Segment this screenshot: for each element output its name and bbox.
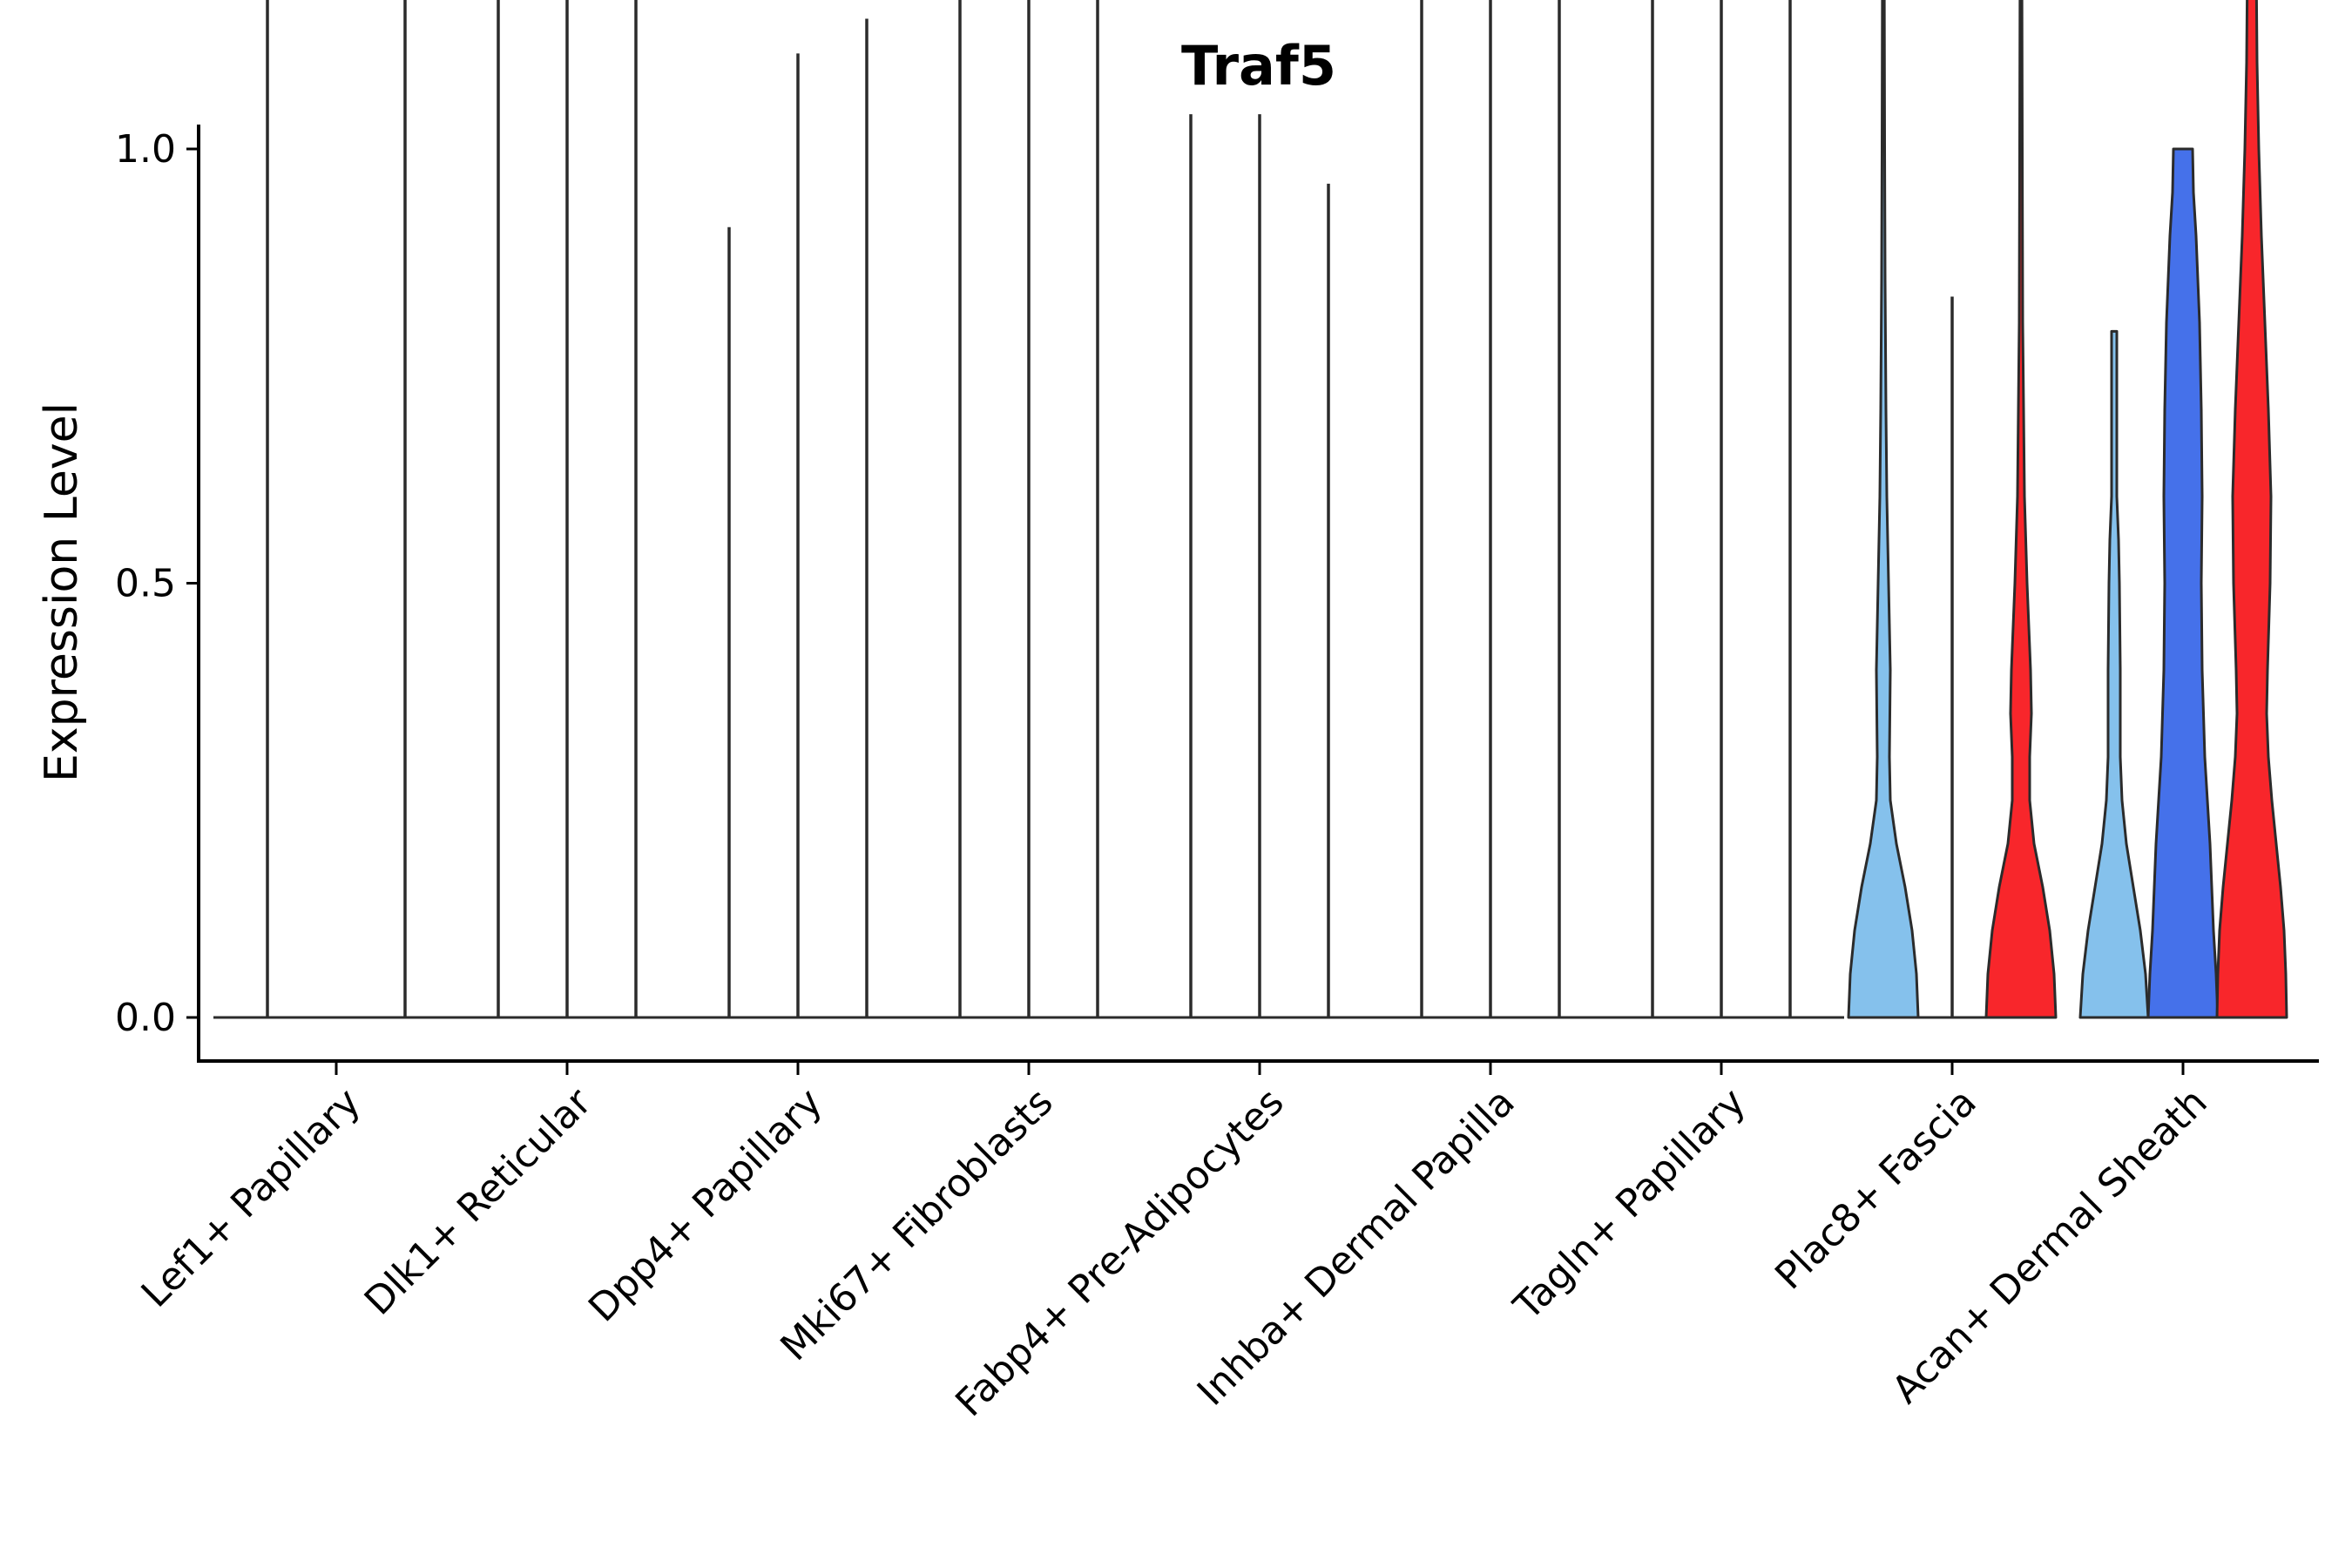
y-tick-label: 1.0	[115, 127, 176, 172]
chart-title: Traf5	[1181, 34, 1336, 98]
y-axis: 0.00.51.01.52.0	[115, 127, 199, 1040]
x-tick-label: Dpp4+ Papillary	[580, 1080, 831, 1331]
y-tick-label: 0.5	[115, 562, 176, 606]
plot-area	[213, 0, 2288, 1019]
x-tick-label: Lef1+ Papillary	[133, 1080, 369, 1316]
violin-group3	[1984, 0, 2058, 1019]
x-tick-label: Dlk1+ Reticular	[356, 1079, 601, 1324]
violin-group3	[2215, 0, 2288, 1019]
x-tick-label: Plac8+ Fascia	[1767, 1080, 1985, 1299]
y-tick-label: 0.0	[115, 996, 176, 1040]
violin-group1	[1847, 0, 1920, 1019]
y-axis-label: Expression Level	[36, 402, 88, 782]
x-tick-label: Tagln+ Papillary	[1505, 1080, 1754, 1329]
violin-group1	[2078, 329, 2150, 1019]
violin-group2	[2146, 147, 2220, 1019]
